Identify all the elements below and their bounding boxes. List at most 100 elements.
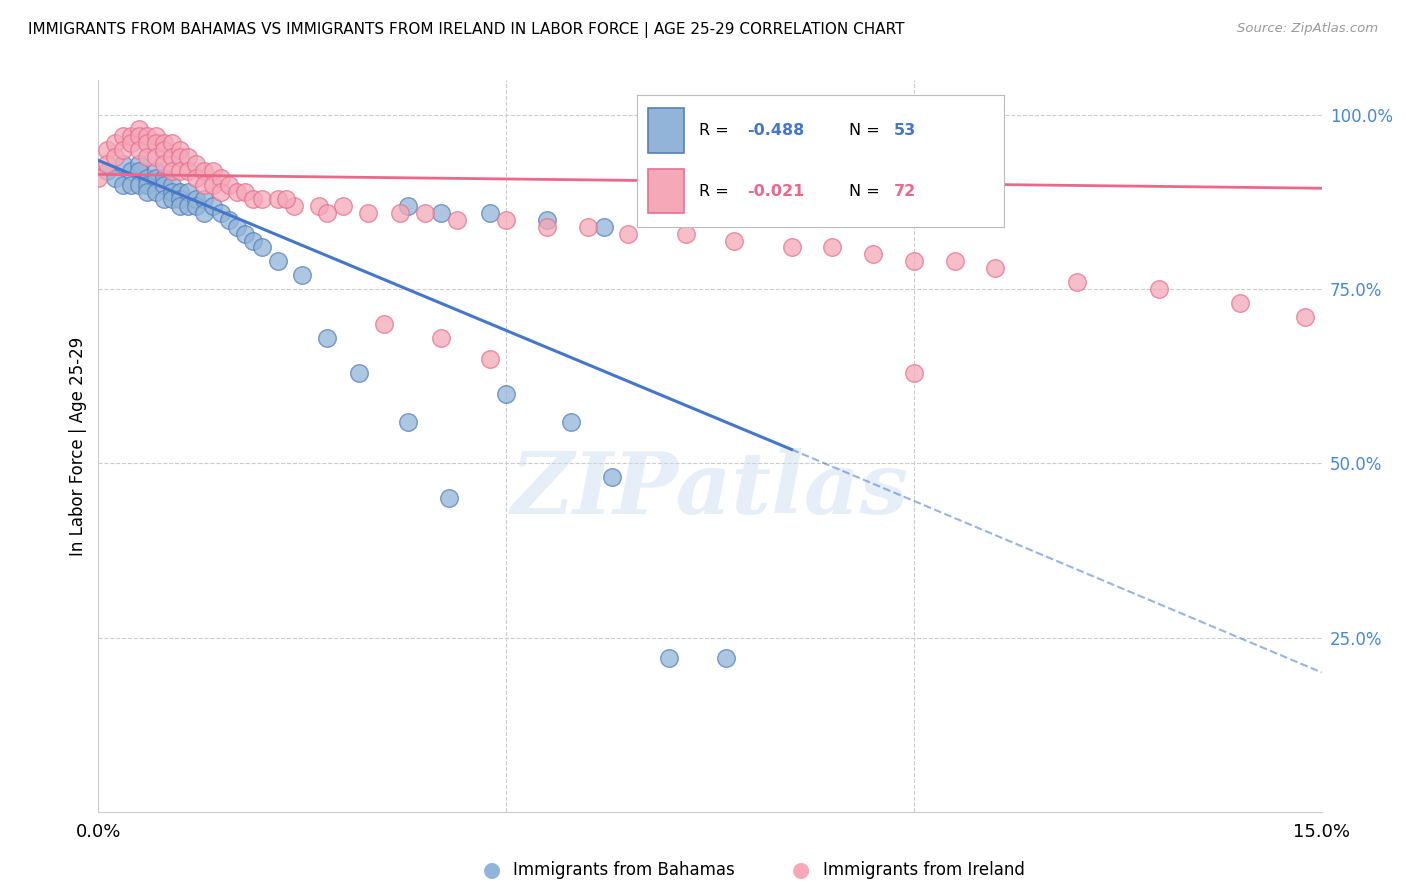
Point <box>111 178 134 192</box>
Point <box>593 219 616 234</box>
Point <box>111 143 134 157</box>
Point <box>389 205 412 219</box>
Point <box>169 143 191 157</box>
Point <box>209 205 232 219</box>
Point <box>120 136 142 150</box>
Point <box>152 136 174 150</box>
Point <box>111 157 134 171</box>
Point <box>136 185 159 199</box>
Point <box>186 199 208 213</box>
Point <box>315 331 337 345</box>
Text: ZIPatlas: ZIPatlas <box>510 448 910 532</box>
Point <box>120 178 142 192</box>
Point <box>218 212 240 227</box>
Point <box>169 164 191 178</box>
Point <box>723 234 745 248</box>
Point <box>160 192 183 206</box>
Point <box>96 164 118 178</box>
Y-axis label: In Labor Force | Age 25-29: In Labor Force | Age 25-29 <box>69 336 87 556</box>
Point <box>169 192 191 206</box>
Point <box>430 205 453 219</box>
Point <box>495 212 517 227</box>
Text: ●: ● <box>484 860 501 880</box>
Point <box>136 150 159 164</box>
Point <box>104 150 127 164</box>
Point <box>226 219 249 234</box>
Point <box>560 415 582 429</box>
Point <box>903 254 925 268</box>
Point <box>308 199 330 213</box>
Point <box>218 178 240 192</box>
Point <box>821 240 844 254</box>
Point <box>209 185 232 199</box>
Point <box>396 199 419 213</box>
Point <box>128 143 150 157</box>
Point <box>128 157 150 171</box>
Point <box>145 170 167 185</box>
Point <box>111 128 134 143</box>
Point <box>675 227 697 241</box>
Point <box>658 651 681 665</box>
Point <box>104 170 127 185</box>
Point <box>136 128 159 143</box>
Point <box>169 199 191 213</box>
Point <box>177 150 200 164</box>
Point <box>96 143 118 157</box>
Point <box>160 164 183 178</box>
Point <box>250 192 273 206</box>
Point <box>233 185 256 199</box>
Point <box>186 170 208 185</box>
Point <box>242 192 264 206</box>
Point <box>943 254 966 268</box>
Point <box>242 234 264 248</box>
Point <box>984 261 1007 276</box>
Point <box>136 178 159 192</box>
Text: Immigrants from Bahamas: Immigrants from Bahamas <box>513 861 735 879</box>
Point <box>96 157 118 171</box>
Point <box>136 136 159 150</box>
Point <box>233 227 256 241</box>
Point <box>152 192 174 206</box>
Point <box>332 199 354 213</box>
Point <box>373 317 395 331</box>
Point <box>356 205 378 219</box>
Point <box>716 651 738 665</box>
Point <box>576 219 599 234</box>
Point <box>250 240 273 254</box>
Point <box>160 185 183 199</box>
Point <box>128 178 150 192</box>
Point <box>145 128 167 143</box>
Point <box>104 136 127 150</box>
Point <box>478 205 501 219</box>
Point <box>1294 310 1316 325</box>
Point <box>145 136 167 150</box>
Point <box>128 122 150 136</box>
Point <box>152 157 174 171</box>
Point <box>274 192 297 206</box>
Point <box>617 227 640 241</box>
Point <box>267 192 290 206</box>
Point <box>446 212 468 227</box>
Point <box>152 143 174 157</box>
Point <box>1066 275 1088 289</box>
Point <box>160 150 183 164</box>
Point <box>145 185 167 199</box>
Point <box>413 205 436 219</box>
Point <box>536 212 558 227</box>
Point <box>160 136 183 150</box>
Point <box>430 331 453 345</box>
Point <box>478 351 501 366</box>
Point <box>1229 296 1251 310</box>
Point <box>396 415 419 429</box>
Point <box>128 128 150 143</box>
Point <box>145 164 167 178</box>
Point <box>160 178 183 192</box>
Point <box>186 157 208 171</box>
Point <box>177 164 200 178</box>
Point <box>536 219 558 234</box>
Point <box>169 150 191 164</box>
Text: IMMIGRANTS FROM BAHAMAS VS IMMIGRANTS FROM IRELAND IN LABOR FORCE | AGE 25-29 CO: IMMIGRANTS FROM BAHAMAS VS IMMIGRANTS FR… <box>28 22 904 38</box>
Point <box>128 164 150 178</box>
Point <box>152 170 174 185</box>
Text: Source: ZipAtlas.com: Source: ZipAtlas.com <box>1237 22 1378 36</box>
